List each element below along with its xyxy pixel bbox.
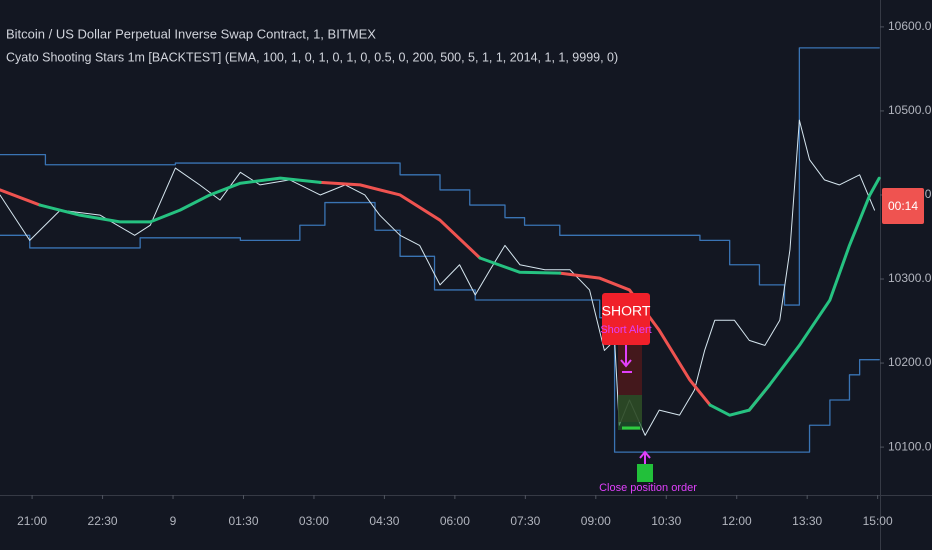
- alert-label: Short Alert: [600, 324, 651, 336]
- series-line: [0, 119, 876, 436]
- x-tick-label: 01:30: [228, 514, 258, 528]
- x-tick-label: 10:30: [651, 514, 681, 528]
- close-label: Close position order: [599, 482, 697, 494]
- x-tick-label: 06:00: [440, 514, 470, 528]
- x-tick-label: 12:00: [722, 514, 752, 528]
- chart-subtitle: Cyato Shooting Stars 1m [BACKTEST] (EMA,…: [6, 50, 618, 64]
- y-tick-label: 10600.0: [888, 19, 932, 33]
- short-label-box: [602, 293, 650, 345]
- price-countdown-box: [882, 188, 924, 224]
- series-line: [0, 201, 880, 453]
- x-tick-label: 22:30: [88, 514, 118, 528]
- series-line: [0, 47, 880, 306]
- short-label: SHORT: [602, 303, 651, 319]
- x-tick-label: 04:30: [369, 514, 399, 528]
- y-tick-label: 10100.0: [888, 439, 932, 453]
- series-line: [38, 176, 881, 417]
- y-tick-label: 10500.0: [888, 103, 932, 117]
- alert-arrow: [620, 345, 632, 368]
- y-tick-label: 10300.0: [888, 271, 932, 285]
- x-tick-label: 03:00: [299, 514, 329, 528]
- x-tick-label: 13:30: [792, 514, 822, 528]
- x-tick-label: 09:00: [581, 514, 611, 528]
- plot-area: [0, 47, 881, 453]
- y-tick-label: 10200.0: [888, 355, 932, 369]
- x-tick-label: 21:00: [17, 514, 47, 528]
- x-tick-label: 15:00: [863, 514, 893, 528]
- trade-zone: [618, 395, 642, 430]
- series-line: [0, 180, 772, 412]
- x-tick-label: 07:30: [510, 514, 540, 528]
- close-box: [637, 464, 653, 482]
- x-tick-label: 9: [170, 514, 177, 528]
- chart-title: Bitcoin / US Dollar Perpetual Inverse Sw…: [6, 26, 376, 41]
- price-countdown: 00:14: [882, 188, 924, 224]
- price-countdown-label: 00:14: [888, 199, 918, 213]
